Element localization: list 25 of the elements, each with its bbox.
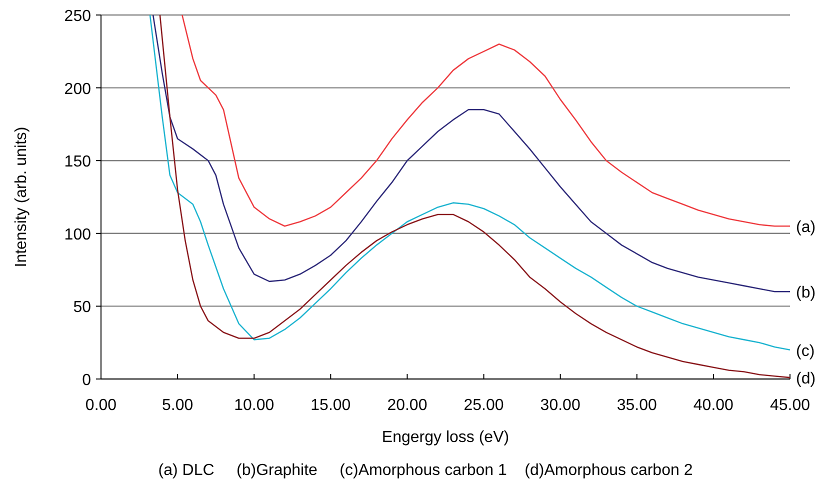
series-label: (c) [796,342,815,360]
x-tick-label: 35.00 [616,397,658,414]
x-tick-label: 30.00 [540,397,580,414]
y-tick-label: 0 [82,372,92,389]
y-tick-label: 50 [73,299,92,316]
y-axis-title: Intensity (arb. units) [13,126,30,268]
x-tick-label: 0.00 [85,397,117,414]
x-axis-title: Engergy loss (eV) [382,429,510,446]
y-tick-label: 150 [64,154,92,171]
series-label: (b) [796,284,816,302]
text: (a) DLC (b)Graphite (c)Amorphous carbon 1 (d)Amorphous carbon 2 [158,462,693,479]
x-tick-label: 5.00 [162,397,194,414]
series-label: (a) [796,219,816,236]
line-series [152,14,791,292]
x-tick-label: 40.00 [693,397,734,414]
line-series [182,14,791,227]
x-tick-label: 45.00 [770,397,810,414]
y-tick-label: 250 [64,8,92,25]
x-tick-label: 10.00 [234,397,274,414]
x-tick-label: 25.00 [464,397,504,414]
x-tick-label: 15.00 [310,397,351,414]
y-tick-label: 100 [64,226,92,244]
series-label: (d) [796,370,816,388]
y-tick-label: 200 [64,80,92,98]
x-tick-label: 20.00 [387,397,428,414]
